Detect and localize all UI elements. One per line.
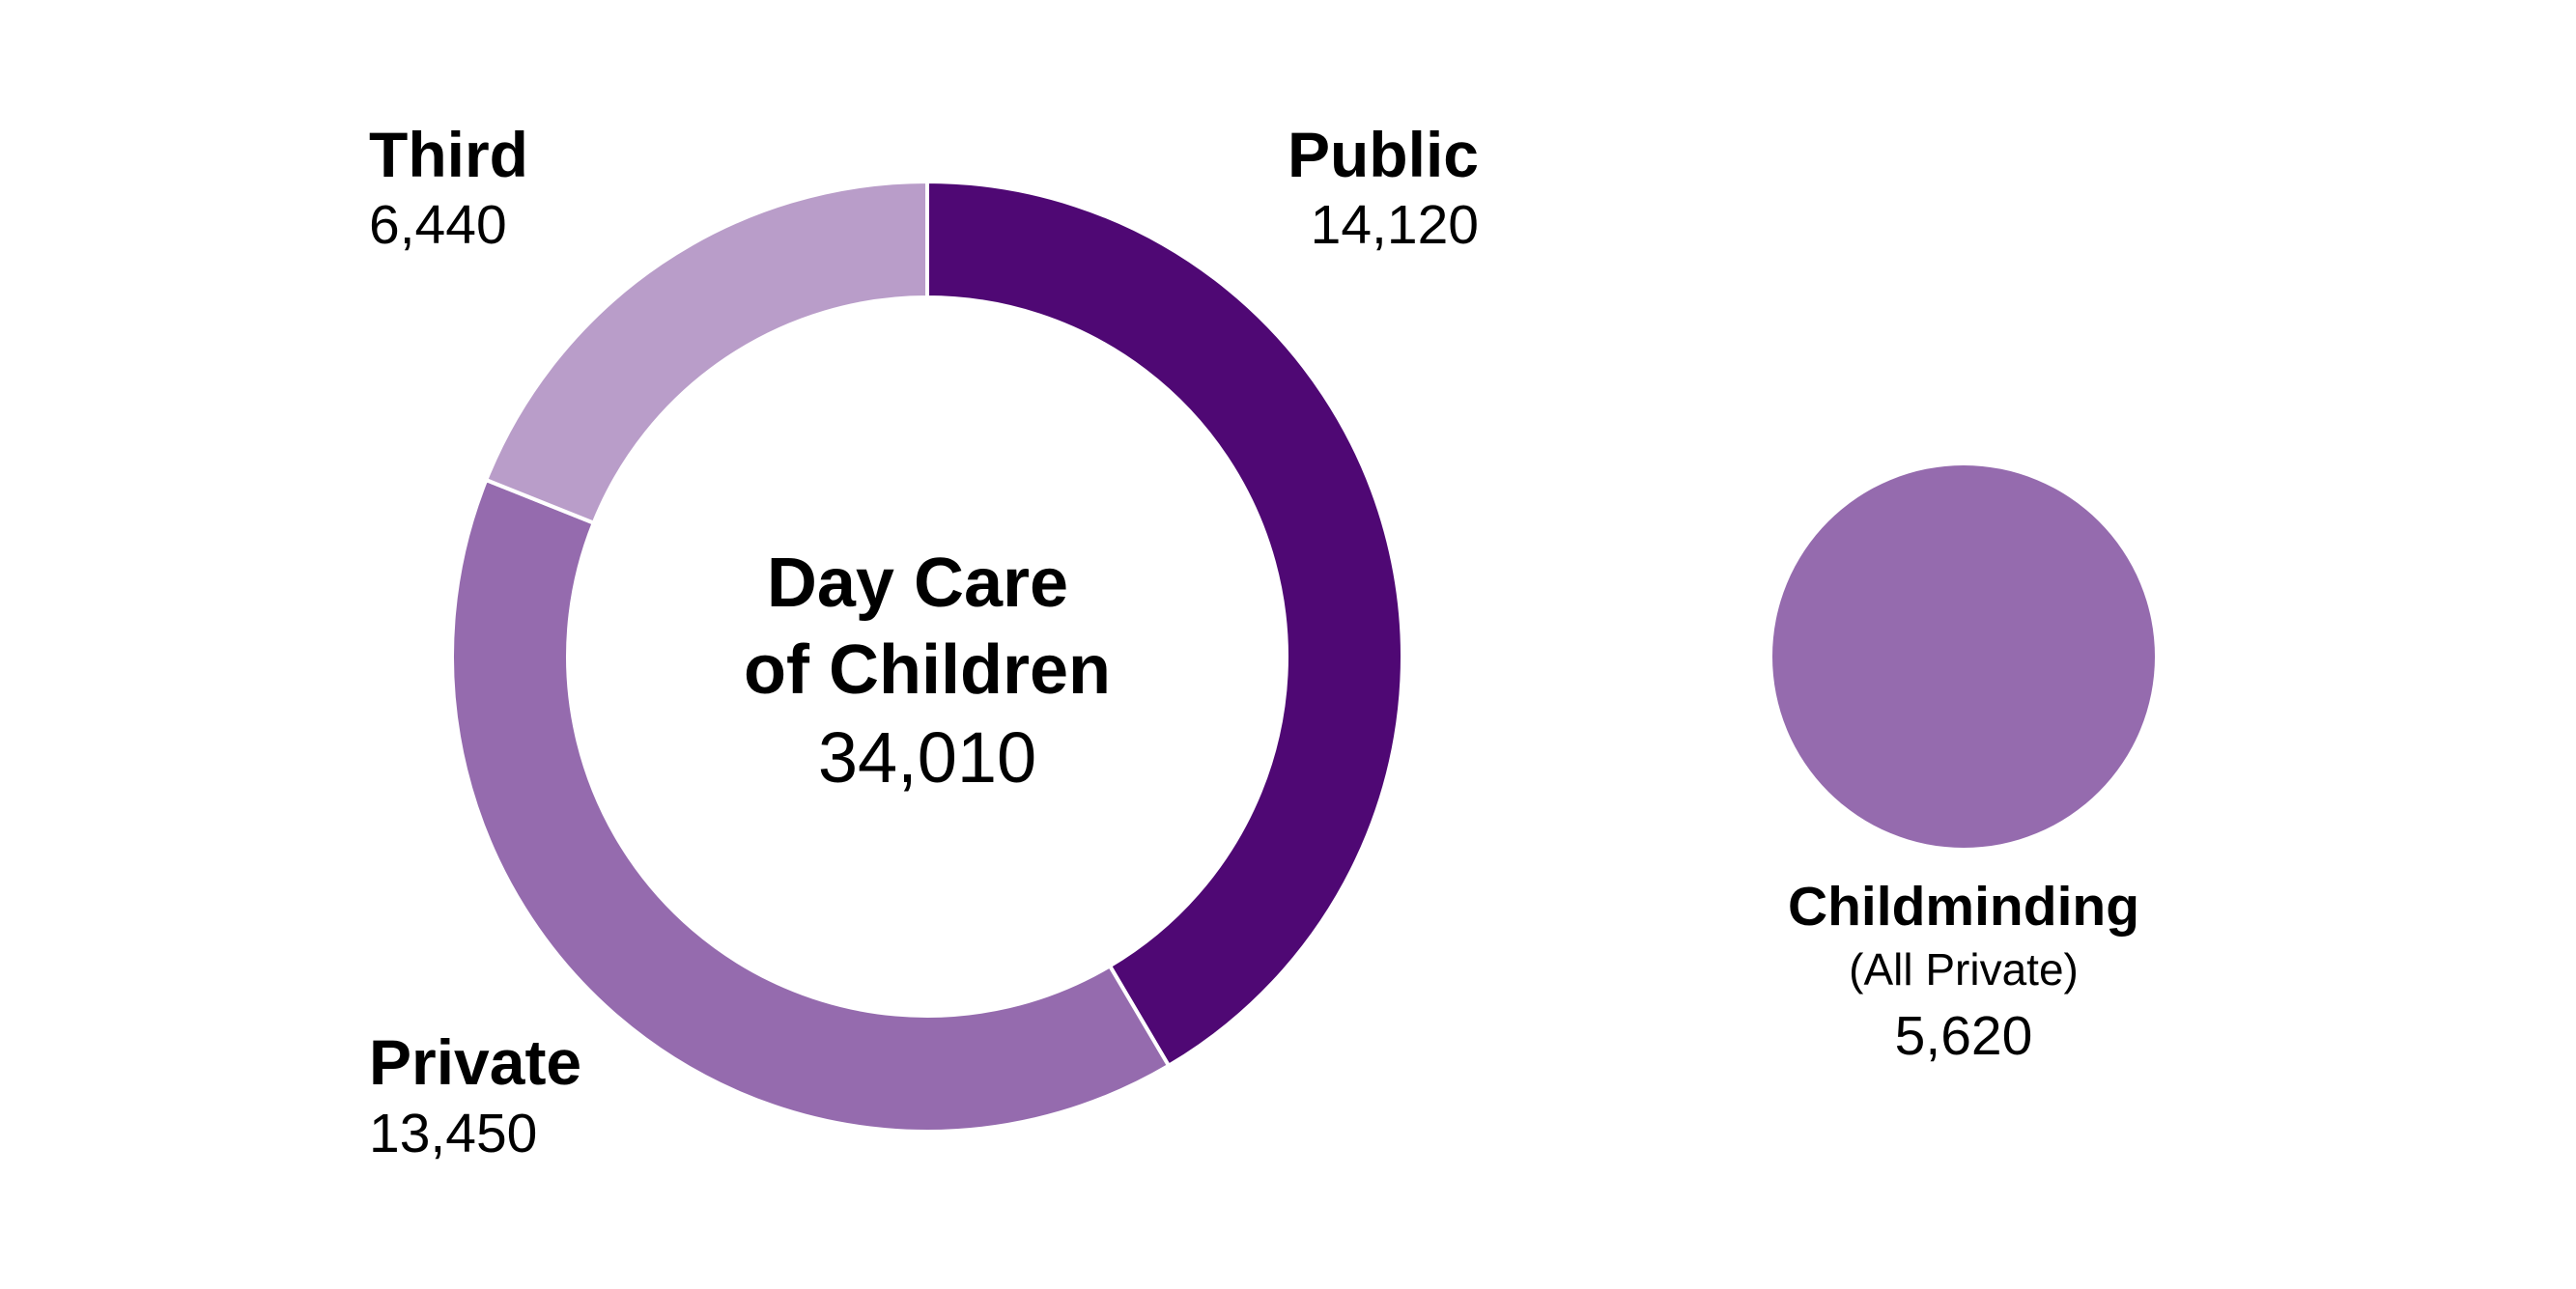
donut-slice-private [450, 477, 1172, 1134]
donut-title-line-2: of Children [744, 631, 1111, 709]
slice-label-public: Public [1288, 119, 1479, 190]
donut-total: 34,010 [818, 717, 1036, 798]
childminding-circle [1772, 465, 2155, 848]
slice-value-third: 6,440 [369, 194, 507, 256]
slice-label-third: Third [369, 119, 528, 190]
donut-title-line-1: Day Care [767, 545, 1068, 622]
childminding-note: (All Private) [1849, 944, 2079, 995]
slice-value-private: 13,450 [369, 1103, 537, 1164]
slice-label-private: Private [369, 1026, 581, 1098]
slice-value-public: 14,120 [1311, 194, 1479, 256]
day-care-donut [450, 179, 1404, 1134]
donut-slice-public [925, 179, 1404, 1069]
donut-title: Day Care of Children [744, 545, 1111, 709]
donut-slice-third [483, 179, 929, 526]
childminding-label: Childminding [1788, 876, 2139, 938]
childminding-value: 5,620 [1895, 1005, 2033, 1067]
